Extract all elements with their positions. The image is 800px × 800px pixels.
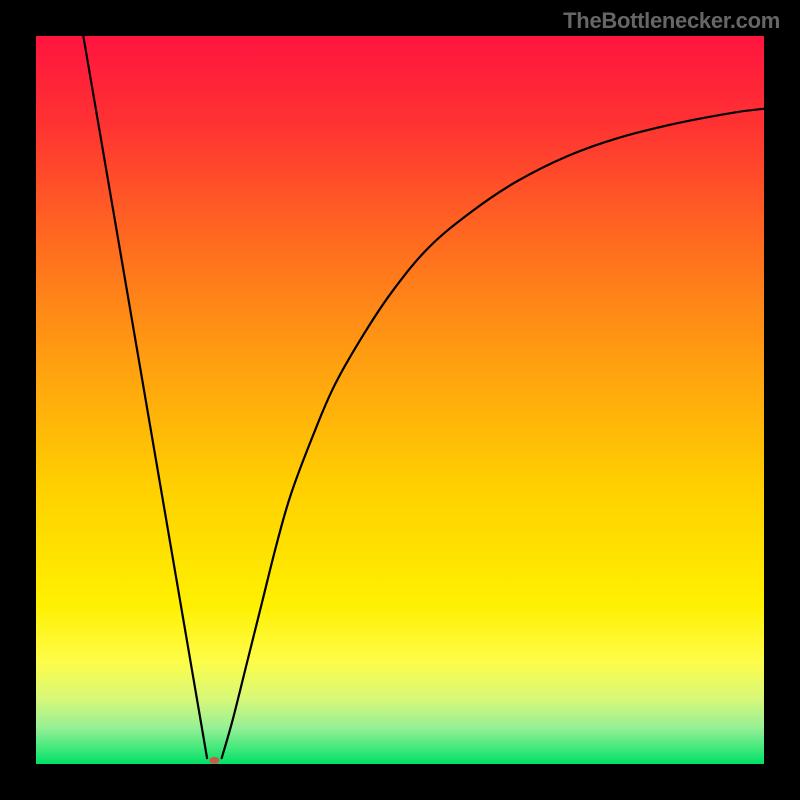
watermark-label: TheBottlenecker.com	[563, 8, 780, 34]
plot-area	[36, 36, 764, 764]
bottleneck-chart	[36, 36, 764, 764]
optimum-marker	[209, 757, 219, 764]
